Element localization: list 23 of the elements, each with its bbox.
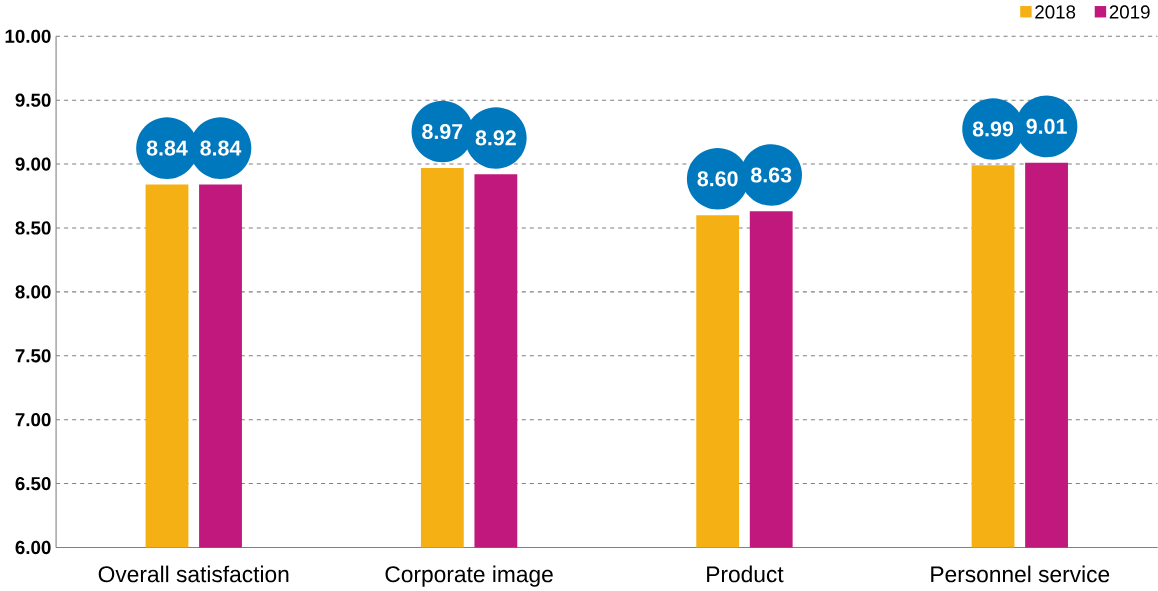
y-tick-label: 10.00	[5, 29, 51, 43]
data-label: 8.99	[972, 121, 1014, 137]
x-tick-label: Personnel service	[931, 565, 1110, 583]
data-label: 8.97	[422, 123, 463, 139]
x-tick-label: Product	[707, 565, 784, 583]
y-tick-label: 6.50	[15, 476, 51, 491]
y-tick-label: 8.00	[15, 285, 51, 299]
y-tick-label: 9.00	[15, 157, 51, 171]
y-tick-label: 8.50	[15, 221, 51, 235]
y-tick-label: 9.50	[15, 93, 51, 107]
y-tick-label: 6.00	[15, 540, 51, 554]
legend-label: 2018	[1035, 5, 1076, 19]
data-label: 8.84	[146, 140, 188, 156]
y-tick-label: 7.00	[15, 412, 51, 427]
data-label: 8.63	[751, 167, 792, 183]
data-label: 8.92	[475, 130, 516, 146]
data-label: 8.84	[200, 140, 242, 156]
x-tick-label: Overall satisfaction	[98, 565, 289, 583]
x-tick-label: Corporate image	[385, 565, 553, 587]
y-tick-label: 7.50	[15, 349, 51, 363]
legend-label: 2019	[1109, 5, 1150, 19]
data-label: 9.01	[1026, 118, 1067, 134]
data-label: 8.60	[697, 171, 738, 187]
